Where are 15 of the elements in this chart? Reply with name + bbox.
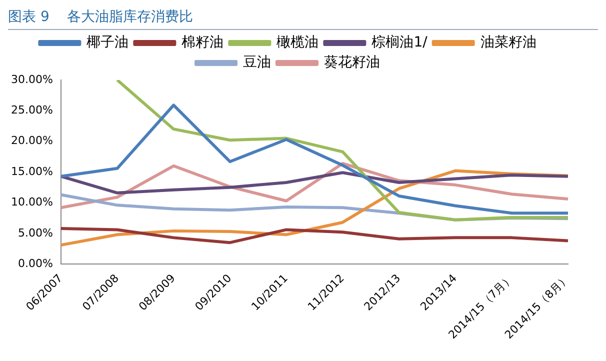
y-tick-label: 10.00% [10,196,53,209]
legend-label: 橄榄油 [276,34,319,51]
y-tick-label: 30.00% [10,72,53,86]
legend-label: 油菜籽油 [480,34,536,51]
y-tick-label: 25.00% [10,104,53,117]
chart-title: 图表 9 各大油脂库存消费比 [8,8,598,30]
y-tick-label: 15.00% [10,164,53,178]
y-tick-label: 5.00% [18,226,53,240]
y-tick-label: 0.00% [18,256,53,270]
y-tick-label: 20.00% [10,134,53,148]
legend-label: 葵花籽油 [324,54,380,71]
legend-label: 棉籽油 [182,34,224,51]
legend-label: 豆油 [243,54,271,71]
legend-label: 椰子油 [86,34,129,51]
legend-label: 棕榈油1/ [372,34,428,51]
